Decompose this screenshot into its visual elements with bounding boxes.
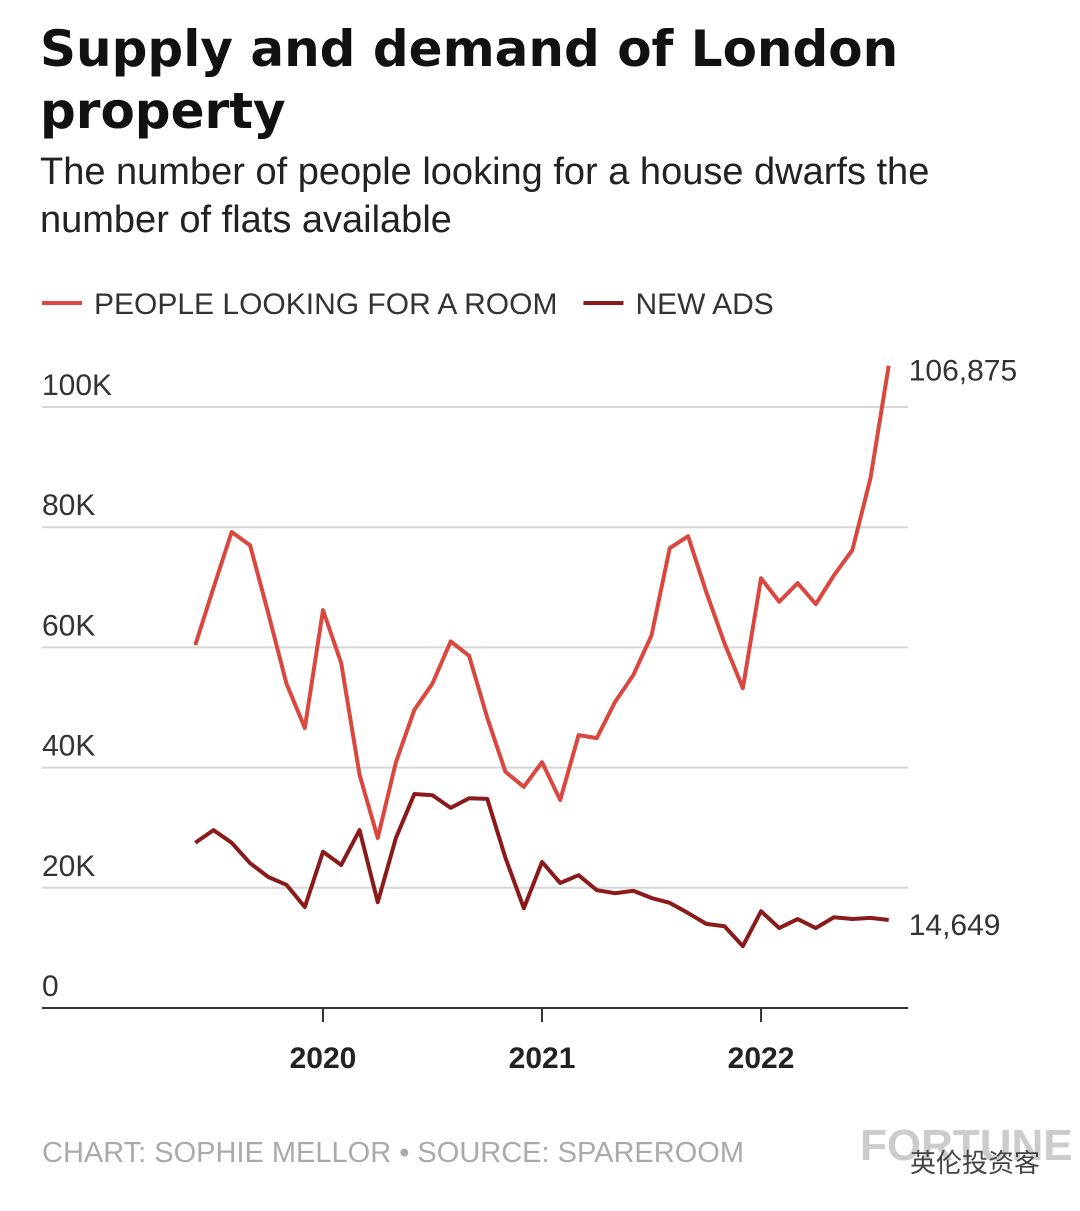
subtitle-box: The number of people looking for a house…	[40, 151, 930, 241]
legend-label: NEW ADS	[635, 288, 773, 321]
legend-label: PEOPLE LOOKING FOR A ROOM	[94, 288, 557, 321]
data-label: 106,875	[909, 355, 1017, 388]
watermark: FORTUNE	[860, 1121, 1073, 1170]
x-tick-label: 2021	[509, 1042, 576, 1075]
line	[193, 365, 891, 840]
watermark: 英伦投资客	[910, 1148, 1040, 1178]
chart-subtitle: The number of people looking for a house…	[40, 151, 930, 241]
x-tick-label: 2022	[728, 1042, 795, 1075]
x-tick-label: 2020	[290, 1042, 357, 1075]
title-box: Supply and demand of London property	[40, 20, 899, 140]
data-label: 14,649	[909, 909, 1001, 942]
y-tick-label: 100K	[42, 369, 112, 402]
y-tick-label: 0	[42, 970, 59, 1003]
y-tick-label: 20K	[42, 850, 95, 883]
chart-title: Supply and demand of London property	[40, 20, 899, 140]
y-tick-label: 60K	[42, 609, 95, 642]
line	[194, 792, 889, 949]
y-tick-label: 80K	[42, 489, 95, 522]
y-tick-label: 40K	[42, 730, 95, 763]
source: CHART: SOPHIE MELLOR • SOURCE: SPAREROOM	[42, 1137, 744, 1169]
